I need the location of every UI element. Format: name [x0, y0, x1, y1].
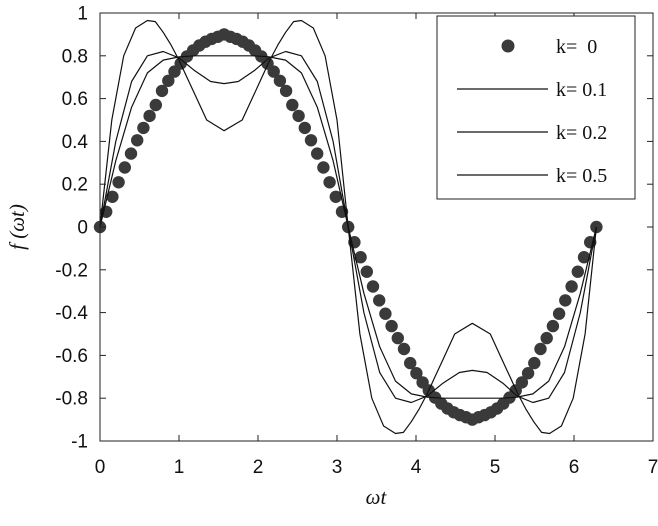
data-point	[155, 84, 169, 98]
data-point	[379, 307, 392, 320]
data-point	[410, 367, 423, 380]
data-point	[149, 98, 162, 112]
data-point	[373, 294, 386, 307]
y-tick-label: 0.6	[62, 89, 88, 110]
data-point	[385, 319, 398, 333]
axis-ticks: 0 1 2 3 4 5 6 7 -1 -0.8 -0.6 -0.4 -0.2 0 0.2 0.4 0.6 0.8 1	[55, 4, 658, 479]
plot-area	[93, 19, 603, 435]
data-point	[521, 367, 535, 380]
y-tick-label: -0.4	[55, 303, 88, 324]
x-tick-label: 0	[95, 457, 106, 478]
data-point	[404, 356, 417, 370]
y-tick-label: 1	[77, 4, 88, 25]
data-point	[162, 74, 175, 88]
data-point	[112, 176, 125, 189]
x-tick-label: 5	[490, 457, 501, 478]
data-point	[366, 280, 380, 293]
data-point	[279, 84, 293, 98]
data-point	[292, 109, 305, 123]
data-point	[298, 121, 311, 135]
data-point	[311, 147, 324, 160]
data-point	[571, 265, 584, 278]
data-point	[540, 331, 553, 345]
data-point	[317, 161, 330, 174]
data-point	[565, 280, 578, 293]
data-point	[124, 147, 138, 160]
series-k0-markers	[93, 28, 603, 426]
data-point	[360, 265, 373, 278]
legend-box	[436, 15, 636, 200]
y-tick-label: 0	[77, 218, 88, 239]
legend-marker	[501, 39, 515, 53]
x-tick-label: 6	[569, 457, 580, 478]
x-tick-label: 4	[411, 457, 422, 478]
y-tick-label: 0.8	[62, 46, 88, 67]
legend-label: k= 0.1	[556, 79, 607, 101]
data-point	[131, 134, 144, 147]
x-tick-label: 2	[253, 457, 264, 478]
data-point	[106, 190, 119, 203]
x-tick-label: 3	[332, 457, 343, 478]
data-point	[577, 251, 591, 264]
x-tick-label: 1	[174, 457, 185, 478]
data-point	[329, 190, 342, 203]
legend-label: k= 0.2	[556, 122, 607, 144]
data-point	[273, 74, 287, 88]
legend-label: k= 0.5	[556, 165, 607, 187]
data-point	[559, 294, 572, 307]
x-tick-label: 7	[648, 457, 658, 478]
data-point	[267, 65, 280, 78]
data-point	[304, 134, 318, 147]
y-tick-label: -0.8	[55, 389, 88, 410]
data-point	[286, 98, 299, 112]
data-point	[397, 342, 411, 356]
data-point	[552, 307, 566, 320]
y-tick-label: 0.4	[62, 132, 89, 153]
legend-label: k= 0	[556, 36, 597, 58]
data-point	[534, 342, 547, 356]
y-tick-label: 0.2	[62, 175, 88, 196]
data-point	[546, 319, 560, 333]
data-point	[515, 376, 529, 389]
series-line-3	[99, 19, 597, 435]
y-axis-label: f (ωt)	[5, 204, 29, 250]
x-axis-label: ωt	[366, 485, 388, 509]
legend: k= 0 k= 0.1 k= 0.2 k= 0.5	[436, 15, 636, 200]
data-point	[528, 356, 541, 370]
y-tick-label: -1	[71, 432, 88, 453]
data-point	[391, 331, 404, 345]
data-point	[118, 161, 131, 174]
data-point	[354, 251, 367, 264]
data-point	[143, 109, 156, 123]
data-point	[323, 176, 336, 189]
y-tick-label: -0.6	[55, 346, 88, 367]
data-point	[137, 121, 150, 135]
y-tick-label: -0.2	[55, 260, 88, 281]
